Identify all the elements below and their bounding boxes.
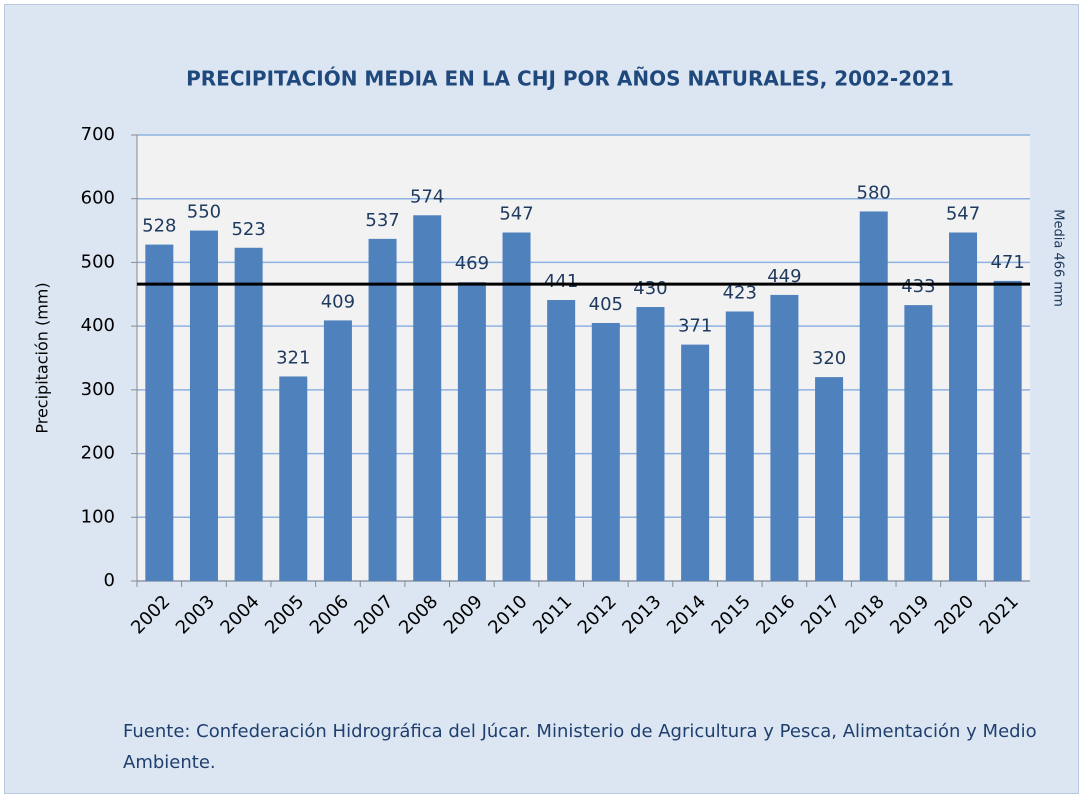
y-tick-label: 300: [81, 379, 115, 400]
y-tick-label: 100: [81, 506, 115, 527]
y-tick-label: 600: [81, 188, 115, 209]
x-tick-label: 2018: [842, 591, 889, 638]
chart-title: PRECIPITACIÓN MEDIA EN LA CHJ POR AÑOS N…: [186, 67, 954, 91]
data-label: 537: [365, 210, 399, 231]
x-tick-label: 2005: [261, 591, 308, 638]
x-tick-label: 2008: [395, 591, 442, 638]
x-tick-label: 2010: [484, 591, 531, 638]
bar: [949, 232, 978, 582]
data-label: 433: [901, 276, 935, 297]
x-tick-label: 2007: [350, 591, 397, 638]
y-tick-label: 500: [81, 251, 115, 272]
plot-area: [137, 135, 1030, 581]
data-label: 547: [946, 203, 980, 224]
x-tick-label: 2019: [886, 591, 933, 638]
mean-label: Media 466 mm: [1051, 209, 1066, 306]
bar: [279, 376, 308, 581]
bar: [681, 344, 710, 581]
data-label: 449: [767, 266, 801, 287]
x-tick-label: 2015: [708, 591, 755, 638]
bar: [413, 215, 442, 581]
data-label: 580: [857, 182, 891, 203]
bar: [591, 322, 620, 581]
x-tick-label: 2017: [797, 591, 844, 638]
data-label: 430: [633, 278, 667, 299]
bar: [859, 211, 888, 581]
x-tick-label: 2013: [618, 591, 665, 638]
data-label: 441: [544, 271, 578, 292]
y-tick-label: 200: [81, 443, 115, 464]
x-tick-label: 2011: [529, 591, 576, 638]
x-tick-label: 2012: [574, 591, 621, 638]
bar: [502, 232, 531, 582]
data-label: 528: [142, 216, 176, 237]
bar: [815, 377, 844, 581]
x-tick-label: 2004: [216, 591, 263, 638]
bar: [725, 311, 754, 581]
bar: [904, 305, 933, 581]
bar: [189, 230, 218, 582]
y-tick-label: 0: [104, 570, 115, 591]
bar: [234, 247, 263, 581]
data-label: 371: [678, 316, 712, 337]
source-note: Fuente: Confederación Hidrográfica del J…: [123, 721, 1037, 773]
data-label: 550: [187, 202, 221, 223]
data-label: 409: [321, 291, 355, 312]
bar: [323, 320, 352, 581]
data-label: 469: [455, 253, 489, 274]
data-label: 321: [276, 347, 310, 368]
data-label: 405: [589, 294, 623, 315]
y-tick-label: 400: [81, 315, 115, 336]
data-label: 423: [723, 282, 757, 303]
bar: [636, 307, 665, 581]
bar: [993, 280, 1022, 581]
y-tick-label: 700: [81, 124, 115, 145]
x-tick-label: 2016: [752, 591, 799, 638]
bar: [547, 300, 576, 581]
data-label: 471: [990, 252, 1024, 273]
bar: [368, 238, 397, 581]
data-label: 320: [812, 348, 846, 369]
x-tick-label: 2003: [172, 591, 219, 638]
y-axis-label: Precipitación (mm): [33, 282, 52, 433]
data-label: 523: [231, 219, 265, 240]
x-tick-label: 2021: [976, 591, 1023, 638]
x-tick-label: 2009: [440, 591, 487, 638]
bar: [457, 282, 486, 581]
bar: [770, 294, 799, 581]
x-tick-label: 2002: [127, 591, 174, 638]
x-tick-label: 2014: [663, 591, 710, 638]
x-tick-label: 2006: [306, 591, 353, 638]
data-label: 574: [410, 186, 444, 207]
bar: [145, 244, 174, 582]
data-label: 547: [499, 203, 533, 224]
x-tick-label: 2020: [931, 591, 978, 638]
